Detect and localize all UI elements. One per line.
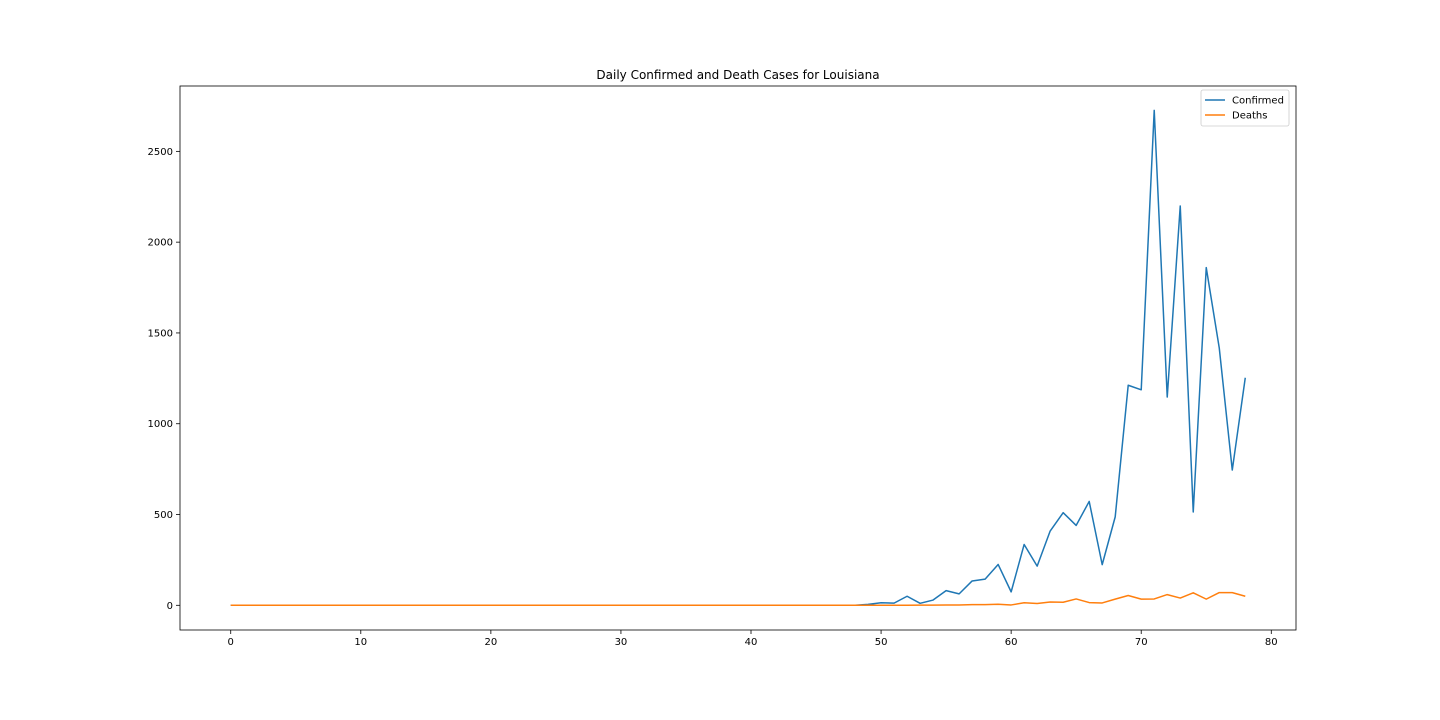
y-tick-label: 2000: [148, 238, 173, 249]
legend-label-confirmed: Confirmed: [1232, 96, 1284, 107]
x-tick-label: 30: [615, 637, 628, 648]
x-tick-label: 10: [354, 637, 367, 648]
x-tick-label: 80: [1265, 637, 1278, 648]
chart-title: Daily Confirmed and Death Cases for Loui…: [596, 68, 879, 82]
y-tick-label: 1000: [148, 419, 173, 430]
x-tick-label: 50: [875, 637, 888, 648]
y-tick-label: 500: [154, 510, 173, 521]
plot-area: 0 10 20 30 40 50 60 70 80 0 500 1000 1500 2000 2500 Con…: [148, 85, 1297, 648]
legend-label-deaths: Deaths: [1232, 111, 1267, 122]
x-tick-label: 20: [484, 637, 497, 648]
x-tick-label: 0: [228, 637, 234, 648]
x-tick-label: 40: [745, 637, 758, 648]
y-tick-label: 1500: [148, 328, 173, 339]
x-tick-label: 60: [1005, 637, 1018, 648]
axes-frame: [179, 85, 1297, 631]
legend-box: [1200, 89, 1290, 127]
series-line-deaths: [230, 591, 1246, 607]
x-tick-label: 70: [1135, 637, 1148, 648]
y-tick-label: 2500: [148, 147, 173, 158]
y-tick-label: 0: [167, 601, 173, 612]
